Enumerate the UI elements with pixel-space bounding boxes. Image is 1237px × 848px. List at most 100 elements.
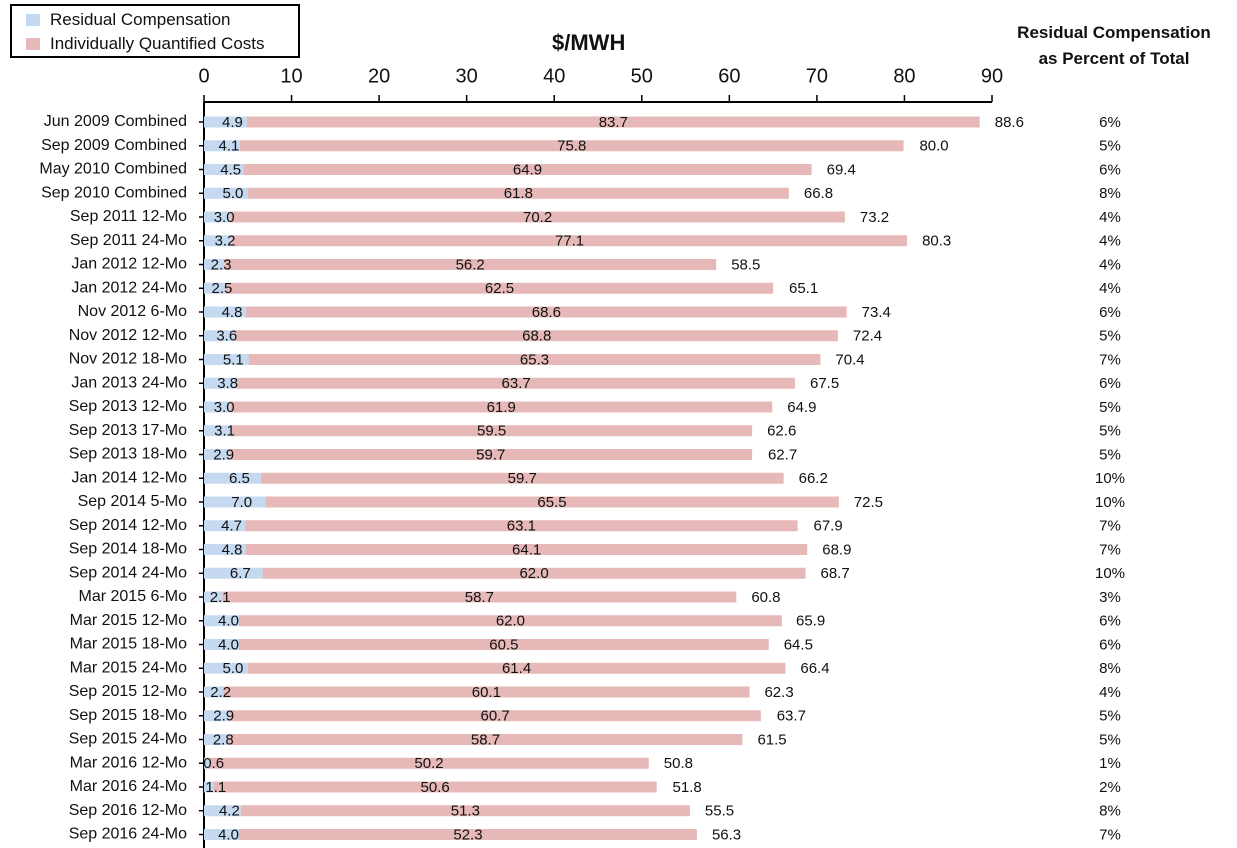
data-label-total: 72.4 bbox=[853, 328, 882, 345]
bar-quantified bbox=[246, 544, 808, 555]
bar-quantified bbox=[260, 472, 784, 484]
bar-quantified bbox=[243, 164, 812, 175]
data-label-quantified: 59.7 bbox=[508, 470, 537, 487]
bar-quantified bbox=[245, 520, 798, 532]
data-label-total: 50.8 bbox=[664, 755, 693, 772]
residual-percent-label: 3% bbox=[1099, 589, 1121, 606]
data-label-total: 69.4 bbox=[827, 161, 856, 178]
data-label-quantified: 62.0 bbox=[519, 565, 548, 582]
data-label-total: 65.1 bbox=[789, 280, 818, 297]
residual-percent-label: 6% bbox=[1099, 304, 1121, 321]
legend-item-residual: Residual Compensation bbox=[26, 10, 231, 30]
data-label-residual: 7.0 bbox=[231, 494, 252, 511]
data-label-quantified: 52.3 bbox=[453, 826, 482, 843]
legend-swatch-quantified bbox=[26, 38, 40, 50]
residual-percent-label: 5% bbox=[1099, 399, 1121, 416]
data-label-quantified: 50.6 bbox=[421, 779, 450, 796]
bar-quantified bbox=[247, 187, 789, 199]
residual-percent-label: 7% bbox=[1099, 541, 1121, 558]
residual-percent-label: 1% bbox=[1099, 755, 1121, 772]
data-label-total: 60.8 bbox=[751, 589, 780, 606]
category-label: Mar 2015 12-Mo bbox=[70, 612, 187, 629]
bar-quantified bbox=[239, 639, 769, 650]
data-label-quantified: 75.8 bbox=[557, 138, 586, 155]
residual-percent-label: 2% bbox=[1099, 779, 1121, 796]
bar-residual bbox=[204, 187, 248, 199]
data-label-residual: 4.5 bbox=[220, 161, 241, 178]
category-label: Jun 2009 Combined bbox=[44, 113, 187, 130]
residual-percent-label: 10% bbox=[1095, 565, 1125, 582]
data-label-quantified: 59.7 bbox=[476, 446, 505, 463]
data-label-residual: 2.2 bbox=[210, 684, 231, 701]
data-label-total: 70.4 bbox=[835, 351, 864, 368]
category-label: Jan 2012 12-Mo bbox=[71, 256, 187, 273]
data-label-quantified: 50.2 bbox=[414, 755, 443, 772]
bar-residual bbox=[204, 472, 261, 484]
bar-residual bbox=[204, 425, 232, 437]
data-label-residual: 6.5 bbox=[229, 470, 250, 487]
category-label: Nov 2012 18-Mo bbox=[69, 351, 187, 368]
x-tick-label: 40 bbox=[543, 65, 565, 87]
axis-unit-title: $/MWH bbox=[552, 30, 626, 55]
bar-residual bbox=[204, 259, 225, 270]
percent-column-title: Residual Compensation as Percent of Tota… bbox=[1000, 20, 1228, 72]
bar-residual bbox=[204, 781, 214, 793]
residual-percent-label: 6% bbox=[1099, 636, 1121, 653]
data-label-residual: 3.6 bbox=[216, 328, 237, 345]
data-label-total: 64.9 bbox=[787, 399, 816, 416]
data-label-residual: 4.8 bbox=[222, 541, 243, 558]
data-label-residual: 2.8 bbox=[213, 731, 234, 748]
data-label-quantified: 59.5 bbox=[477, 423, 506, 440]
residual-percent-label: 8% bbox=[1099, 803, 1121, 820]
residual-percent-label: 4% bbox=[1099, 209, 1121, 226]
data-label-quantified: 64.9 bbox=[513, 161, 542, 178]
percent-column-title-line1: Residual Compensation bbox=[1017, 23, 1211, 42]
data-label-residual: 3.0 bbox=[214, 399, 235, 416]
bar-residual bbox=[204, 306, 247, 318]
bar-quantified bbox=[229, 449, 753, 460]
bar-residual bbox=[204, 164, 244, 175]
bar-quantified bbox=[209, 757, 649, 769]
residual-percent-label: 6% bbox=[1099, 161, 1121, 178]
residual-percent-label: 6% bbox=[1099, 375, 1121, 392]
data-label-total: 58.5 bbox=[731, 256, 760, 273]
category-label: Sep 2011 24-Mo bbox=[70, 232, 187, 249]
bar-residual bbox=[204, 757, 210, 769]
bar-quantified bbox=[230, 401, 773, 413]
data-label-quantified: 68.6 bbox=[532, 304, 561, 321]
data-label-residual: 3.0 bbox=[214, 209, 235, 226]
legend-item-quantified: Individually Quantified Costs bbox=[26, 34, 265, 54]
category-label: Mar 2015 24-Mo bbox=[70, 659, 187, 676]
bar-residual bbox=[204, 639, 240, 650]
data-label-residual: 5.1 bbox=[223, 351, 244, 368]
bar-quantified bbox=[239, 829, 697, 840]
bar-residual bbox=[204, 377, 238, 389]
residual-percent-label: 7% bbox=[1099, 518, 1121, 535]
data-label-residual: 2.9 bbox=[213, 446, 234, 463]
legend-label-residual: Residual Compensation bbox=[50, 10, 231, 29]
data-label-residual: 4.7 bbox=[221, 518, 242, 535]
x-tick-label: 20 bbox=[368, 65, 390, 87]
category-label: Sep 2013 17-Mo bbox=[69, 422, 187, 439]
data-label-quantified: 60.1 bbox=[472, 684, 501, 701]
data-label-total: 66.8 bbox=[804, 185, 833, 202]
bar-quantified bbox=[224, 259, 717, 270]
data-label-quantified: 70.2 bbox=[523, 209, 552, 226]
data-label-total: 88.6 bbox=[995, 114, 1024, 131]
bar-quantified bbox=[265, 496, 839, 508]
bar-quantified bbox=[237, 377, 795, 389]
bar-residual bbox=[204, 544, 247, 555]
data-label-quantified: 58.7 bbox=[465, 589, 494, 606]
data-label-total: 73.4 bbox=[862, 304, 891, 321]
bar-quantified bbox=[229, 710, 761, 722]
residual-percent-label: 5% bbox=[1099, 423, 1121, 440]
data-label-residual: 4.9 bbox=[222, 114, 243, 131]
percent-column-title-line2: as Percent of Total bbox=[1038, 49, 1190, 68]
x-tick-label: 90 bbox=[981, 65, 1003, 87]
category-label: Sep 2010 Combined bbox=[41, 184, 187, 201]
data-label-residual: 3.1 bbox=[214, 423, 235, 440]
bar-residual bbox=[204, 496, 266, 508]
x-tick-label: 10 bbox=[280, 65, 302, 87]
bar-residual bbox=[204, 567, 263, 579]
data-label-total: 68.9 bbox=[822, 541, 851, 558]
